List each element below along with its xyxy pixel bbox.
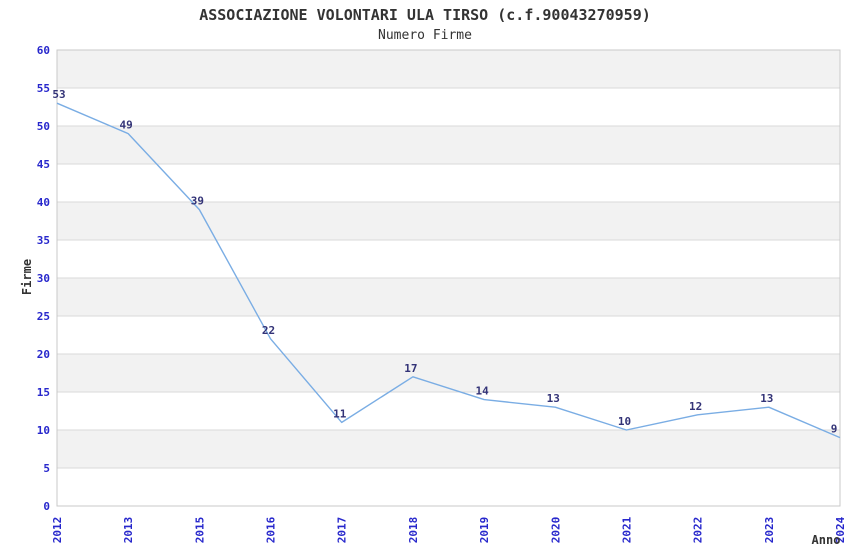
plot-band xyxy=(57,316,840,354)
data-point-label: 39 xyxy=(191,195,204,208)
y-tick-label: 25 xyxy=(37,310,50,323)
data-point-label: 13 xyxy=(547,392,560,405)
y-tick-label: 45 xyxy=(37,158,50,171)
plot-band xyxy=(57,354,840,392)
y-tick-label: 15 xyxy=(37,386,50,399)
x-axis-title: Anno xyxy=(812,533,841,547)
data-point-label: 22 xyxy=(262,324,275,337)
plot-band xyxy=(57,278,840,316)
chart-title: ASSOCIAZIONE VOLONTARI ULA TIRSO (c.f.90… xyxy=(199,6,651,24)
x-tick-label: 2013 xyxy=(122,517,135,544)
x-tick-label: 2015 xyxy=(193,517,206,544)
plot-band xyxy=(57,50,840,88)
data-point-label: 10 xyxy=(618,415,631,428)
chart-subtitle: Numero Firme xyxy=(378,28,472,43)
data-point-label: 53 xyxy=(52,88,65,101)
plot-band xyxy=(57,430,840,468)
y-tick-label: 10 xyxy=(37,424,50,437)
data-point-label: 11 xyxy=(333,407,347,420)
data-point-label: 13 xyxy=(760,392,773,405)
x-tick-label: 2024 xyxy=(834,516,847,543)
y-tick-label: 30 xyxy=(37,272,50,285)
data-point-label: 14 xyxy=(475,385,489,398)
x-tick-label: 2020 xyxy=(549,517,562,544)
x-tick-label: 2016 xyxy=(265,516,278,543)
data-line xyxy=(56,102,841,439)
y-tick-label: 50 xyxy=(37,120,50,133)
plot-band xyxy=(57,240,840,278)
x-tick-label: 2023 xyxy=(763,517,776,544)
y-tick-label: 5 xyxy=(43,462,50,475)
plot-band xyxy=(57,126,840,164)
x-tick-label: 2012 xyxy=(51,517,64,544)
plot-band xyxy=(57,164,840,202)
x-tick-label: 2021 xyxy=(620,516,633,543)
y-tick-label: 35 xyxy=(37,234,50,247)
plot-band xyxy=(57,392,840,430)
x-tick-label: 2022 xyxy=(692,517,705,544)
y-tick-label: 60 xyxy=(37,44,50,57)
plot-band xyxy=(57,468,840,506)
y-tick-label: 20 xyxy=(37,348,50,361)
data-point-label: 9 xyxy=(831,423,838,436)
x-tick-label: 2019 xyxy=(478,517,491,544)
data-point-label: 12 xyxy=(689,400,702,413)
y-tick-label: 0 xyxy=(43,500,50,513)
plot-border xyxy=(56,49,841,507)
x-tick-label: 2018 xyxy=(407,517,420,544)
y-tick-label: 55 xyxy=(37,82,50,95)
y-axis-title: Firme xyxy=(20,259,34,295)
data-point-label: 49 xyxy=(120,119,133,132)
data-point-label: 17 xyxy=(404,362,417,375)
x-tick-label: 2017 xyxy=(336,517,349,544)
y-tick-label: 40 xyxy=(37,196,50,209)
plot-band xyxy=(57,202,840,240)
plot-band xyxy=(57,88,840,126)
